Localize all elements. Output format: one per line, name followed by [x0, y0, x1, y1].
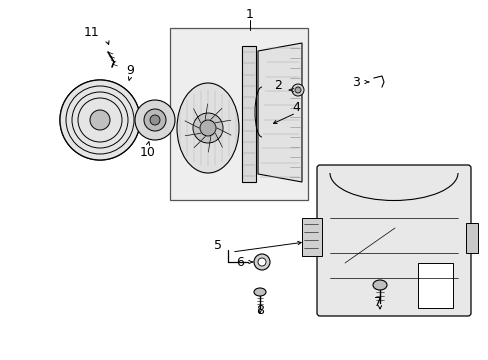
Text: 10: 10: [140, 145, 156, 158]
Text: 5: 5: [214, 239, 222, 252]
Text: 9: 9: [126, 63, 134, 77]
Circle shape: [90, 110, 110, 130]
Bar: [170, 28, 307, 200]
Text: 2: 2: [273, 78, 282, 91]
Text: 3: 3: [351, 76, 359, 89]
Circle shape: [294, 87, 301, 93]
Circle shape: [150, 115, 160, 125]
Bar: [242, 46, 256, 182]
FancyBboxPatch shape: [316, 165, 470, 316]
Polygon shape: [258, 43, 302, 182]
Text: 4: 4: [291, 100, 299, 113]
Text: 8: 8: [256, 303, 264, 316]
Circle shape: [143, 109, 165, 131]
Circle shape: [193, 113, 223, 143]
Ellipse shape: [177, 83, 239, 173]
Bar: [417, 263, 452, 308]
Ellipse shape: [372, 280, 386, 290]
Text: 11: 11: [84, 26, 100, 39]
Text: 6: 6: [236, 256, 244, 269]
Circle shape: [200, 120, 216, 136]
Bar: [302, 218, 321, 256]
Circle shape: [253, 254, 269, 270]
Text: 1: 1: [245, 8, 253, 21]
Text: 7: 7: [373, 296, 381, 309]
Circle shape: [60, 80, 140, 160]
Circle shape: [135, 100, 175, 140]
Bar: [465, 223, 477, 253]
Circle shape: [258, 258, 265, 266]
Ellipse shape: [253, 288, 265, 296]
Circle shape: [291, 84, 304, 96]
